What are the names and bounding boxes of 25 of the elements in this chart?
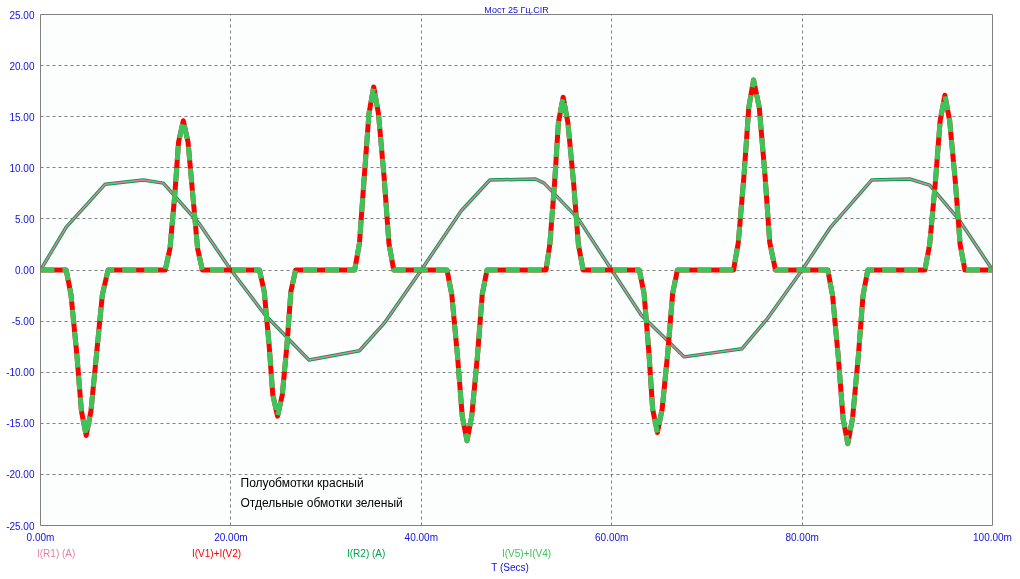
x-tick-label: 100.00m xyxy=(973,531,1012,543)
y-tick-label: 15.00 xyxy=(9,111,35,123)
y-tick-label: 10.00 xyxy=(9,162,35,174)
chart-title: Мост 25 Гц.CIR xyxy=(484,4,550,15)
y-tick-label: 20.00 xyxy=(9,60,35,72)
text: I(V5)+I(V4) xyxy=(502,547,553,561)
text: I(R1) (A) xyxy=(37,547,77,561)
text: I(R2) (A) xyxy=(347,547,387,561)
y-tick-label: 5.00 xyxy=(15,213,35,225)
y-tick-label: -15.00 xyxy=(6,418,35,430)
y-tick-label: 25.00 xyxy=(9,9,35,21)
x-tick-label: 0.00m xyxy=(26,531,55,543)
y-tick-label: -25.00 xyxy=(6,520,35,532)
x-tick-label: 40.00m xyxy=(404,531,438,543)
annotation: Полуобмотки красный xyxy=(240,475,364,490)
annotation: Отдельные обмотки зеленый xyxy=(240,495,403,510)
text: I(V1)+I(V2) xyxy=(192,547,243,561)
y-tick-label: -10.00 xyxy=(6,367,35,379)
x-axis-title: T (Secs) xyxy=(490,561,530,575)
x-tick-label: 20.00m xyxy=(214,531,248,543)
y-tick-label: -20.00 xyxy=(6,469,35,481)
y-tick-label: -5.00 xyxy=(11,316,35,328)
x-tick-label: 60.00m xyxy=(595,531,629,543)
y-tick-label: 0.00 xyxy=(15,265,35,276)
x-tick-label: 80.00m xyxy=(785,531,819,543)
